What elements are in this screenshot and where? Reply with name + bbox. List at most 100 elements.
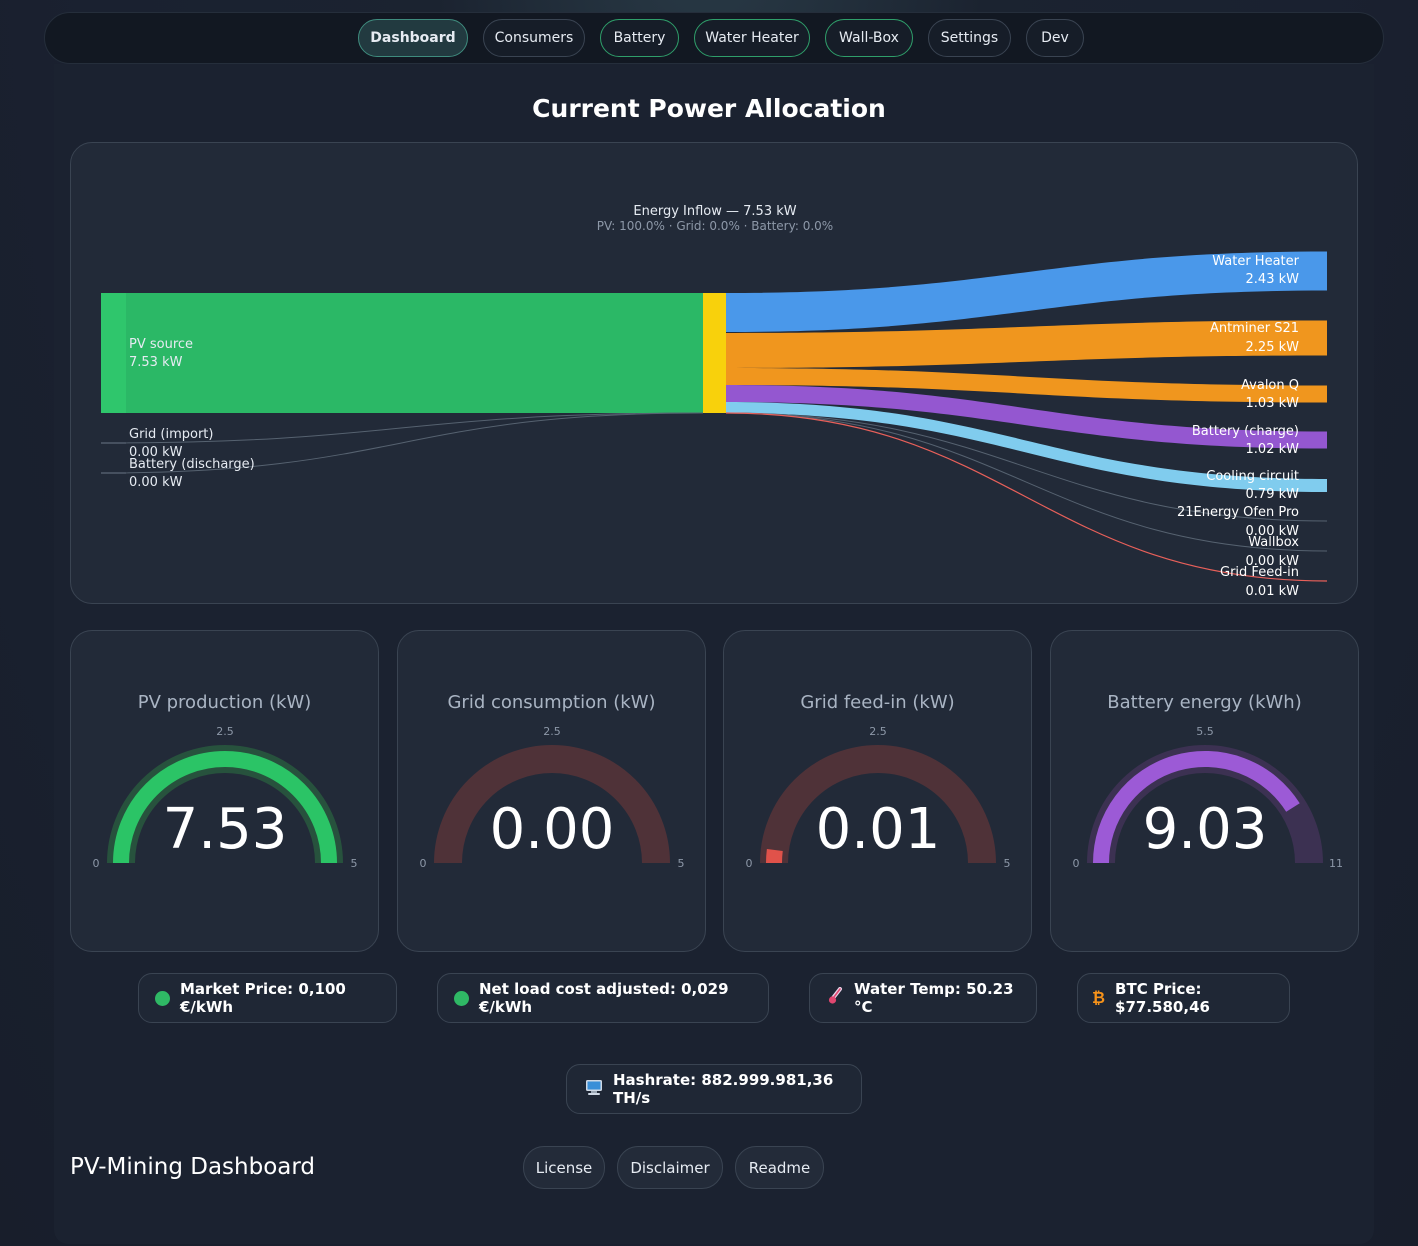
gauge-card-grid-consumption bbox=[397, 630, 706, 952]
gauge-fill bbox=[113, 751, 337, 864]
gauge-tick-min: 0 bbox=[420, 857, 427, 870]
sankey-value-grid-feed-in: 0.01 kW bbox=[1246, 584, 1300, 599]
gauge-tick-mid: 2.5 bbox=[543, 725, 561, 738]
water-temp-pill: Water Temp: 50.23 °C bbox=[809, 973, 1037, 1023]
readme-button[interactable]: Readme bbox=[735, 1146, 824, 1189]
hashrate-pill: Hashrate: 882.999.981,36 TH/s bbox=[566, 1064, 862, 1114]
gauge-card-pv-production bbox=[70, 630, 379, 952]
nav-tab-water-heater[interactable]: Water Heater bbox=[694, 19, 810, 57]
hashrate-text: Hashrate: 882.999.981,36 TH/s bbox=[613, 1071, 834, 1107]
status-dot-icon bbox=[155, 990, 170, 1006]
sankey-link-cooling-circuit bbox=[726, 402, 1327, 492]
sankey-value-antminer-s21: 2.25 kW bbox=[1246, 340, 1300, 355]
sankey-value-wallbox: 0.00 kW bbox=[1246, 554, 1300, 569]
gauge-track bbox=[760, 745, 996, 864]
sankey-node-battery-discharge bbox=[101, 472, 126, 474]
page-title: Current Power Allocation bbox=[532, 94, 886, 123]
gauge-tick-mid: 2.5 bbox=[216, 725, 234, 738]
gauge-battery-energy: 9.03 0 5.5 11 bbox=[1073, 725, 1344, 870]
sankey-label-pv-source: PV source bbox=[129, 337, 193, 352]
sankey-value-grid-import: 0.00 kW bbox=[129, 445, 183, 460]
sankey-link-grid-feed-in bbox=[725, 412, 1328, 582]
gauge-tick-mid: 5.5 bbox=[1196, 725, 1214, 738]
sankey-node-hub bbox=[703, 293, 726, 413]
net-load-cost-text: Net load cost adjusted: 0,029 €/kWh bbox=[479, 980, 729, 1016]
gauge-track bbox=[434, 745, 670, 864]
gauge-value-grid-consumption: 0.00 bbox=[490, 797, 615, 862]
gauge-title-grid-feed-in: Grid feed-in (kW) bbox=[800, 692, 955, 713]
gauge-tick-min: 0 bbox=[93, 857, 100, 870]
sankey-node-grid-import bbox=[101, 442, 126, 444]
sankey-link-grid-import bbox=[100, 412, 704, 444]
license-button[interactable]: License bbox=[523, 1146, 605, 1189]
nav-tab-dashboard[interactable]: Dashboard bbox=[358, 19, 468, 57]
gauge-value-grid-feed-in: 0.01 bbox=[816, 797, 941, 862]
sankey-link-pv-source bbox=[101, 293, 703, 413]
water-temp-text: Water Temp: 50.23 °C bbox=[854, 980, 1014, 1016]
gauge-value-battery-energy: 9.03 bbox=[1143, 797, 1268, 862]
nav-tab-wall-box[interactable]: Wall-Box bbox=[825, 19, 913, 57]
gauge-tick-min: 0 bbox=[746, 857, 753, 870]
sankey-label-battery-charge: Battery (charge) bbox=[1192, 424, 1299, 439]
gauge-title-battery-energy: Battery energy (kWh) bbox=[1107, 692, 1302, 713]
sankey-link-battery-charge bbox=[726, 385, 1327, 449]
sankey-value-battery-charge: 1.02 kW bbox=[1246, 442, 1300, 457]
sankey-label-battery-discharge: Battery (discharge) bbox=[129, 457, 255, 472]
sankey-value-cooling-circuit: 0.79 kW bbox=[1246, 487, 1300, 502]
footer-title: PV-Mining Dashboard bbox=[70, 1154, 316, 1180]
btc-price-pill: ₿ BTC Price: $77.580,46 bbox=[1077, 973, 1290, 1023]
computer-icon bbox=[585, 1079, 603, 1100]
nav-tab-consumers[interactable]: Consumers bbox=[483, 19, 585, 57]
gauge-card-grid-feed-in bbox=[723, 630, 1032, 952]
sankey-label-grid-feed-in: Grid Feed-in bbox=[1220, 565, 1299, 580]
gauge-grid-feed-in: 0.01 0 2.5 5 bbox=[746, 725, 1011, 870]
sankey-label-cooling-circuit: Cooling circuit bbox=[1206, 469, 1299, 484]
gauge-title-pv-production: PV production (kW) bbox=[137, 692, 312, 713]
thermometer-icon bbox=[828, 987, 844, 1009]
sankey-value-pv-source: 7.53 kW bbox=[129, 355, 183, 370]
gauge-fill bbox=[1093, 751, 1300, 864]
gauge-tick-max: 5 bbox=[1004, 857, 1011, 870]
gauge-fill bbox=[766, 848, 783, 864]
sankey-value-battery-discharge: 0.00 kW bbox=[129, 475, 183, 490]
disclaimer-button[interactable]: Disclaimer bbox=[617, 1146, 723, 1189]
market-price-pill: Market Price: 0,100 €/kWh bbox=[138, 973, 397, 1023]
top-navbar: Dashboard Consumers Battery Water Heater… bbox=[44, 12, 1384, 64]
sankey-value-water-heater: 2.43 kW bbox=[1246, 272, 1300, 287]
sankey-label-grid-import: Grid (import) bbox=[129, 427, 213, 442]
sankey-link-antminer-s21 bbox=[726, 320, 1327, 368]
gauge-value-pv-production: 7.53 bbox=[163, 797, 288, 862]
gauge-tick-max: 5 bbox=[351, 857, 358, 870]
nav-tab-dev[interactable]: Dev bbox=[1026, 19, 1084, 57]
sankey-label-avalon-q: Avalon Q bbox=[1241, 378, 1299, 393]
sankey-diagram: Energy Inflow — 7.53 kW PV: 100.0% · Gri… bbox=[100, 204, 1328, 599]
sankey-subtitle: PV: 100.0% · Grid: 0.0% · Battery: 0.0% bbox=[597, 219, 833, 233]
sankey-link-water-heater bbox=[726, 251, 1327, 332]
bitcoin-icon: ₿ bbox=[1092, 988, 1106, 1007]
nav-tab-battery[interactable]: Battery bbox=[600, 19, 679, 57]
sankey-link-battery-discharge bbox=[100, 412, 704, 474]
sankey-title: Energy Inflow — 7.53 kW bbox=[633, 204, 796, 219]
sankey-value-avalon-q: 1.03 kW bbox=[1246, 396, 1300, 411]
btc-price-text: BTC Price: $77.580,46 bbox=[1115, 980, 1210, 1016]
market-price-text: Market Price: 0,100 €/kWh bbox=[180, 980, 346, 1016]
sankey-link-wallbox bbox=[725, 412, 1328, 552]
sankey-card: Energy Inflow — 7.53 kW PV: 100.0% · Gri… bbox=[70, 142, 1358, 604]
gauge-tick-max: 11 bbox=[1329, 857, 1343, 870]
nav-tab-settings[interactable]: Settings bbox=[928, 19, 1011, 57]
sankey-link-21energy-ofen-pro bbox=[725, 412, 1328, 522]
status-dot-icon bbox=[454, 990, 469, 1006]
sankey-node-pv-source bbox=[101, 293, 126, 413]
gauge-tick-max: 5 bbox=[678, 857, 685, 870]
sankey-link-avalon-q bbox=[726, 368, 1327, 403]
gauge-title-grid-consumption: Grid consumption (kW) bbox=[447, 692, 656, 713]
gauge-pv-production: 7.53 0 2.5 5 bbox=[93, 725, 358, 870]
sankey-label-antminer-s21: Antminer S21 bbox=[1210, 321, 1299, 336]
gauge-grid-consumption: 0.00 0 2.5 5 bbox=[420, 725, 685, 870]
net-load-cost-pill: Net load cost adjusted: 0,029 €/kWh bbox=[437, 973, 769, 1023]
gauge-tick-mid: 2.5 bbox=[869, 725, 887, 738]
sankey-value-21energy-ofen-pro: 0.00 kW bbox=[1246, 524, 1300, 539]
sankey-label-21energy-ofen-pro: 21Energy Ofen Pro bbox=[1177, 505, 1299, 520]
gauge-card-battery-energy bbox=[1050, 630, 1359, 952]
gauge-tick-min: 0 bbox=[1073, 857, 1080, 870]
